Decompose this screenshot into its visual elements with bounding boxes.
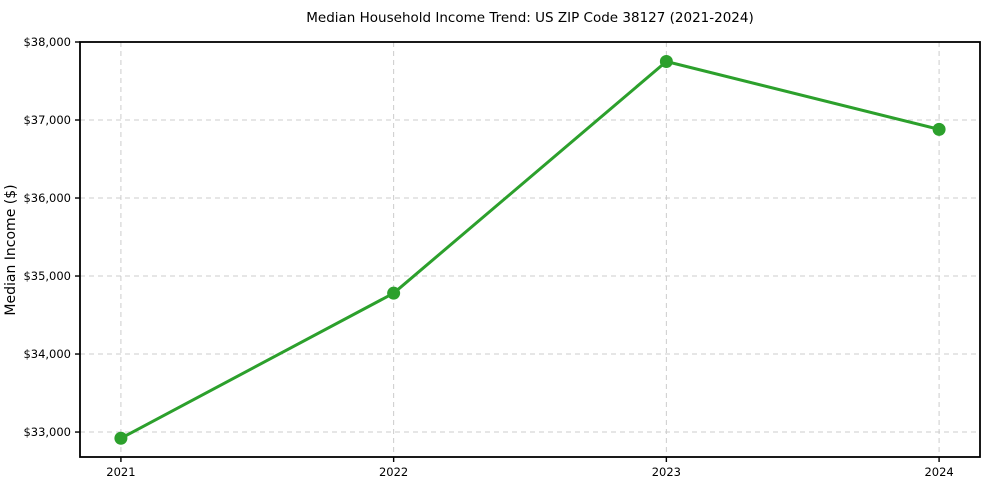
y-tick-label: $35,000: [23, 269, 71, 283]
x-tick-label: 2023: [652, 465, 681, 479]
x-tick-label: 2024: [924, 465, 953, 479]
y-tick-label: $34,000: [23, 347, 71, 361]
trend-line: [119, 60, 941, 440]
plot-border: [79, 41, 981, 458]
x-tick-label: 2021: [106, 465, 135, 479]
trend-series: [114, 55, 946, 445]
y-tick-label: $37,000: [23, 113, 71, 127]
data-point: [114, 431, 128, 445]
y-axis-label: Median Income ($): [3, 184, 19, 315]
y-tick-label: $38,000: [23, 35, 71, 49]
chart-title: Median Household Income Trend: US ZIP Co…: [306, 10, 754, 26]
gridlines: [80, 41, 980, 457]
data-point: [387, 286, 401, 300]
data-point: [932, 122, 946, 136]
data-point: [659, 55, 673, 69]
y-tick-label: $33,000: [23, 425, 71, 439]
y-tick-label: $36,000: [23, 191, 71, 205]
x-tick-label: 2022: [379, 465, 408, 479]
axes: $33,000 $34,000 $35,000 $36,000 $37,000 $38,0…: [23, 35, 981, 479]
